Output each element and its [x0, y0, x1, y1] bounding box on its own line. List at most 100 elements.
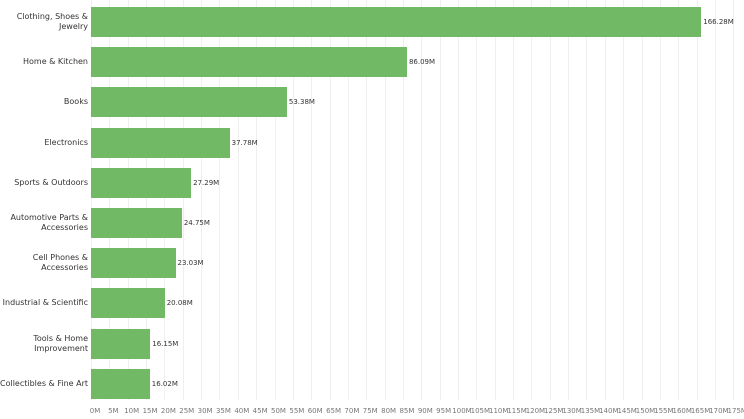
category-label: Automotive Parts & Accessories: [10, 213, 88, 232]
gridline: [219, 0, 221, 400]
gridline: [421, 0, 423, 400]
x-tick-label: 30M: [197, 407, 213, 415]
x-tick-label: 115M: [507, 407, 527, 415]
bar-value-label: 23.03M: [177, 259, 204, 268]
x-tick-label: 170M: [709, 407, 729, 415]
gridline: [347, 0, 349, 400]
x-tick-label: 90M: [417, 407, 433, 415]
bar-value-label: 86.09M: [408, 58, 436, 67]
x-tick-label: 55M: [289, 407, 305, 415]
gridline: [458, 0, 459, 400]
gridline: [384, 0, 386, 400]
x-tick-label: 140M: [599, 407, 619, 415]
bar[interactable]: [91, 7, 702, 37]
gridline: [274, 0, 276, 400]
x-tick-label: 85M: [399, 407, 415, 415]
x-tick-label: 60M: [307, 407, 323, 415]
gridline: [91, 0, 92, 400]
x-tick-label: 75M: [362, 407, 378, 415]
x-tick-label: 20M: [160, 407, 176, 415]
gridline: [678, 0, 680, 400]
bar[interactable]: [91, 167, 192, 198]
x-tick-label: 35M: [215, 407, 231, 415]
bar[interactable]: [91, 47, 407, 78]
x-tick-label: 135M: [580, 407, 601, 415]
gridline: [714, 0, 716, 400]
gridline: [568, 0, 570, 400]
x-tick-label: 5M: [108, 407, 119, 415]
gridline: [549, 0, 551, 400]
x-tick-label: 15M: [142, 407, 158, 415]
bar-value-label: 16.02M: [151, 379, 178, 388]
x-tick-label: 165M: [690, 407, 711, 415]
bar[interactable]: [91, 288, 165, 319]
gridline: [696, 0, 698, 400]
gridline: [476, 0, 478, 400]
gridline: [366, 0, 368, 400]
bar-value-label: 37.78M: [231, 138, 258, 147]
x-tick-label: 50M: [271, 407, 286, 415]
x-tick-label: 160M: [672, 407, 692, 415]
gridline: [531, 0, 533, 400]
category-label: Books: [63, 97, 88, 107]
gridline: [256, 0, 258, 400]
x-tick-label: 130M: [562, 407, 582, 415]
x-tick-label: 45M: [252, 407, 268, 415]
bar-value-label: 20.08M: [166, 299, 193, 308]
category-label: Electronics: [44, 137, 88, 147]
category-label: Home & Kitchen: [22, 57, 88, 67]
category-label: Clothing, Shoes & Jewelry: [16, 12, 88, 31]
x-tick-label: 40M: [234, 407, 250, 415]
bar[interactable]: [91, 248, 176, 279]
bar[interactable]: [91, 127, 230, 158]
x-tick-label: 110M: [488, 407, 509, 415]
x-tick-label: 80M: [381, 407, 397, 415]
bar[interactable]: [91, 208, 182, 238]
gridline: [513, 0, 515, 400]
category-label: Sports & Outdoors: [14, 177, 88, 187]
gridline: [641, 0, 643, 400]
gridline: [623, 0, 625, 400]
bar[interactable]: [91, 368, 150, 399]
gridline: [182, 0, 184, 400]
gridline: [402, 0, 404, 400]
x-tick-label: 105M: [470, 407, 491, 415]
x-tick-label: 175M: [727, 407, 744, 415]
gridline: [494, 0, 496, 400]
gridline: [311, 0, 313, 400]
x-tick-label: 25M: [179, 407, 195, 415]
bar-value-label: 53.38M: [288, 98, 315, 107]
gridline: [292, 0, 294, 400]
gridline: [733, 0, 735, 400]
x-tick-label: 145M: [617, 407, 637, 415]
gridline: [659, 0, 661, 400]
x-tick-label: 125M: [544, 407, 564, 415]
gridline: [586, 0, 588, 400]
x-tick-label: 155M: [654, 407, 674, 415]
bar-value-label: 16.15M: [152, 339, 179, 348]
bar-value-label: 24.75M: [183, 219, 210, 227]
x-tick-label: 70M: [344, 407, 360, 415]
x-tick-label: 65M: [326, 407, 342, 415]
gridline: [164, 0, 166, 400]
gridline: [146, 0, 148, 400]
category-label: Tools & Home Improvement: [33, 333, 88, 353]
bar-value-label: 27.29M: [193, 178, 220, 187]
x-tick-label: 100M: [452, 407, 472, 415]
category-label: Collectibles & Fine Art: [0, 378, 88, 388]
gridline: [237, 0, 239, 400]
category-label: Cell Phones & Accessories: [32, 253, 88, 273]
gridline: [604, 0, 606, 400]
bar[interactable]: [91, 87, 287, 118]
x-tick-label: 120M: [525, 407, 546, 415]
category-label: Industrial & Scientific: [2, 298, 88, 308]
bar-value-label: 166.28M: [703, 18, 734, 26]
x-tick-label: 150M: [635, 407, 656, 415]
gridline: [127, 0, 129, 400]
x-tick-label: 95M: [436, 407, 452, 415]
gridline: [329, 0, 331, 400]
gridline: [439, 0, 441, 400]
bar[interactable]: [91, 328, 151, 359]
gridline: [109, 0, 111, 400]
